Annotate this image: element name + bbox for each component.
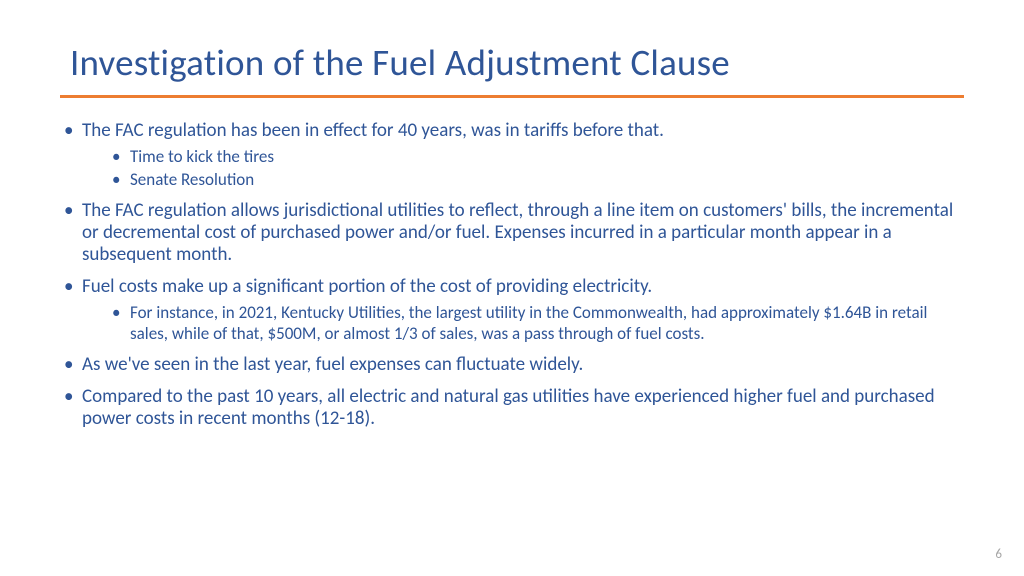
list-item: The FAC regulation allows jurisdictional… (60, 200, 964, 266)
list-item: The FAC regulation has been in effect fo… (60, 120, 964, 190)
bullet-text: Fuel costs make up a significant portion… (82, 275, 652, 298)
bullet-list: The FAC regulation has been in effect fo… (60, 120, 964, 430)
slide: Investigation of the Fuel Adjustment Cla… (0, 0, 1024, 576)
sub-list-item: Time to kick the tires (110, 146, 964, 167)
bullet-text: The FAC regulation allows jurisdictional… (82, 199, 953, 266)
bullet-text: The FAC regulation has been in effect fo… (82, 119, 664, 142)
list-item: Compared to the past 10 years, all elect… (60, 386, 964, 430)
title-underline-rule (60, 95, 964, 98)
sub-list: For instance, in 2021, Kentucky Utilitie… (82, 302, 964, 345)
page-number: 6 (995, 547, 1002, 562)
sub-list-item: Senate Resolution (110, 169, 964, 190)
sub-list-item: For instance, in 2021, Kentucky Utilitie… (110, 302, 964, 345)
list-item: Fuel costs make up a significant portion… (60, 276, 964, 344)
slide-title: Investigation of the Fuel Adjustment Cla… (60, 40, 964, 85)
sub-list: Time to kick the tires Senate Resolution (82, 146, 964, 191)
list-item: As we've seen in the last year, fuel exp… (60, 354, 964, 376)
bullet-text: As we've seen in the last year, fuel exp… (82, 353, 583, 376)
bullet-text: Compared to the past 10 years, all elect… (82, 385, 935, 430)
